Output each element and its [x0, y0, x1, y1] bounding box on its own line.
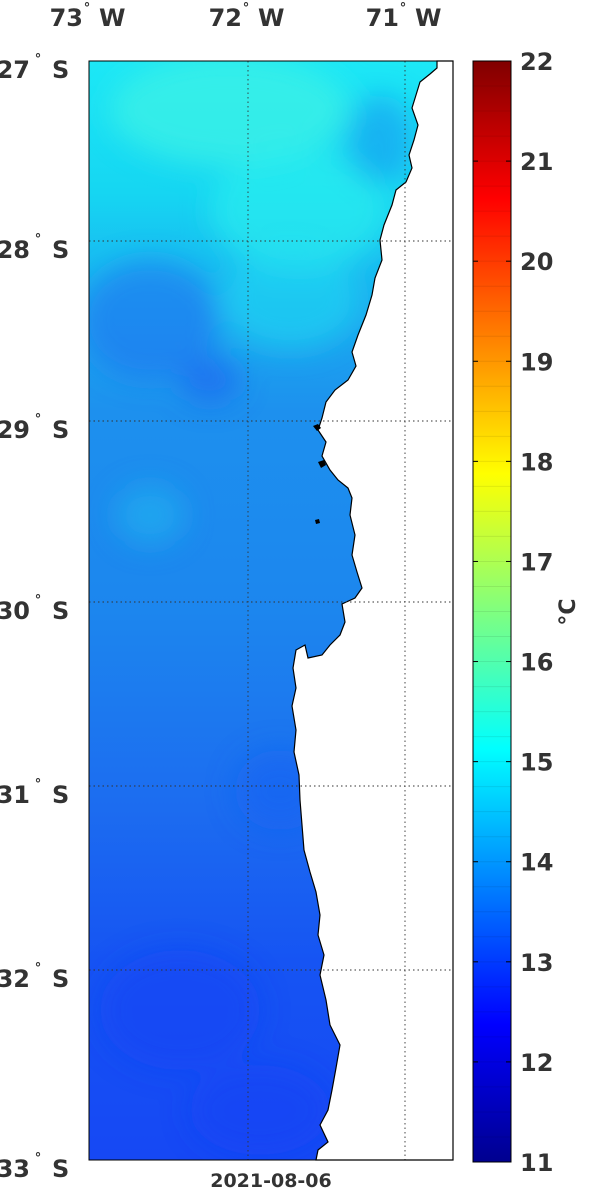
colorbar-unit-label: °C [556, 598, 581, 625]
lat-hemisphere-label: S [52, 56, 69, 84]
colorbar-tick-label: 16 [520, 649, 553, 677]
lon-degree-label: 73 [50, 4, 83, 32]
colorbar-tick-label: 19 [520, 348, 553, 376]
degree-symbol: ° [35, 777, 42, 792]
map-gridlines [89, 61, 453, 1160]
degree-symbol: ° [35, 52, 42, 67]
colorbar-gradient [473, 61, 511, 1162]
lat-degree-label: 29 [0, 416, 30, 444]
lon-hemisphere-label: W [415, 4, 441, 32]
colorbar-tick-label: 11 [520, 1149, 553, 1177]
degree-symbol: ° [35, 412, 42, 427]
longitude-labels: 73 ° W 72 ° W 71 ° W [50, 1, 442, 32]
degree-symbol: ° [35, 1151, 42, 1166]
lat-hemisphere-label: S [52, 1155, 69, 1183]
degree-symbol: ° [35, 232, 42, 247]
lat-degree-label: 28 [0, 236, 30, 264]
map-frame [88, 60, 454, 1161]
lat-hemisphere-label: S [52, 781, 69, 809]
colorbar-tick-label: 22 [520, 48, 553, 76]
degree-symbol: ° [400, 1, 407, 16]
land-coastline [291, 60, 454, 1161]
lon-hemisphere-label: W [258, 4, 284, 32]
degree-symbol: ° [35, 593, 42, 608]
colorbar: 11 12 13 14 15 16 17 18 19 20 21 22 °C [472, 48, 581, 1177]
colorbar-tick-label: 20 [520, 248, 553, 276]
lon-degree-label: 72 [209, 4, 242, 32]
lon-hemisphere-label: W [99, 4, 125, 32]
colorbar-bands [473, 85, 511, 1138]
colorbar-tick-label: 12 [520, 1049, 553, 1077]
lat-degree-label: 33 [0, 1155, 30, 1183]
degree-symbol: ° [35, 961, 42, 976]
colorbar-tick-label: 18 [520, 448, 553, 476]
lat-degree-label: 32 [0, 965, 30, 993]
island-marker [313, 424, 321, 431]
island-marker [318, 460, 326, 468]
colorbar-tick-label: 13 [520, 949, 553, 977]
colorbar-ticks: 11 12 13 14 15 16 17 18 19 20 21 22 [473, 48, 553, 1177]
lat-degree-label: 31 [0, 781, 30, 809]
lon-degree-label: 71 [366, 4, 399, 32]
colorbar-frame [472, 60, 512, 1163]
lat-hemisphere-label: S [52, 416, 69, 444]
latitude-labels: 27 ° S 28 ° S 29 ° S 30 ° S 31 ° S 32 ° S 33 ° S [0, 52, 69, 1183]
lat-hemisphere-label: S [52, 597, 69, 625]
lat-degree-label: 30 [0, 597, 30, 625]
degree-symbol: ° [84, 1, 91, 16]
colorbar-tick-label: 17 [520, 548, 553, 576]
lat-hemisphere-label: S [52, 965, 69, 993]
degree-symbol: ° [243, 1, 250, 16]
lat-degree-label: 27 [0, 56, 30, 84]
lat-hemisphere-label: S [52, 236, 69, 264]
date-label: 2021-08-06 [210, 1170, 332, 1188]
colorbar-tick-label: 15 [520, 749, 553, 777]
colorbar-tick-label: 14 [520, 849, 553, 877]
colorbar-tick-label: 21 [520, 148, 553, 176]
island-marker [315, 519, 320, 524]
